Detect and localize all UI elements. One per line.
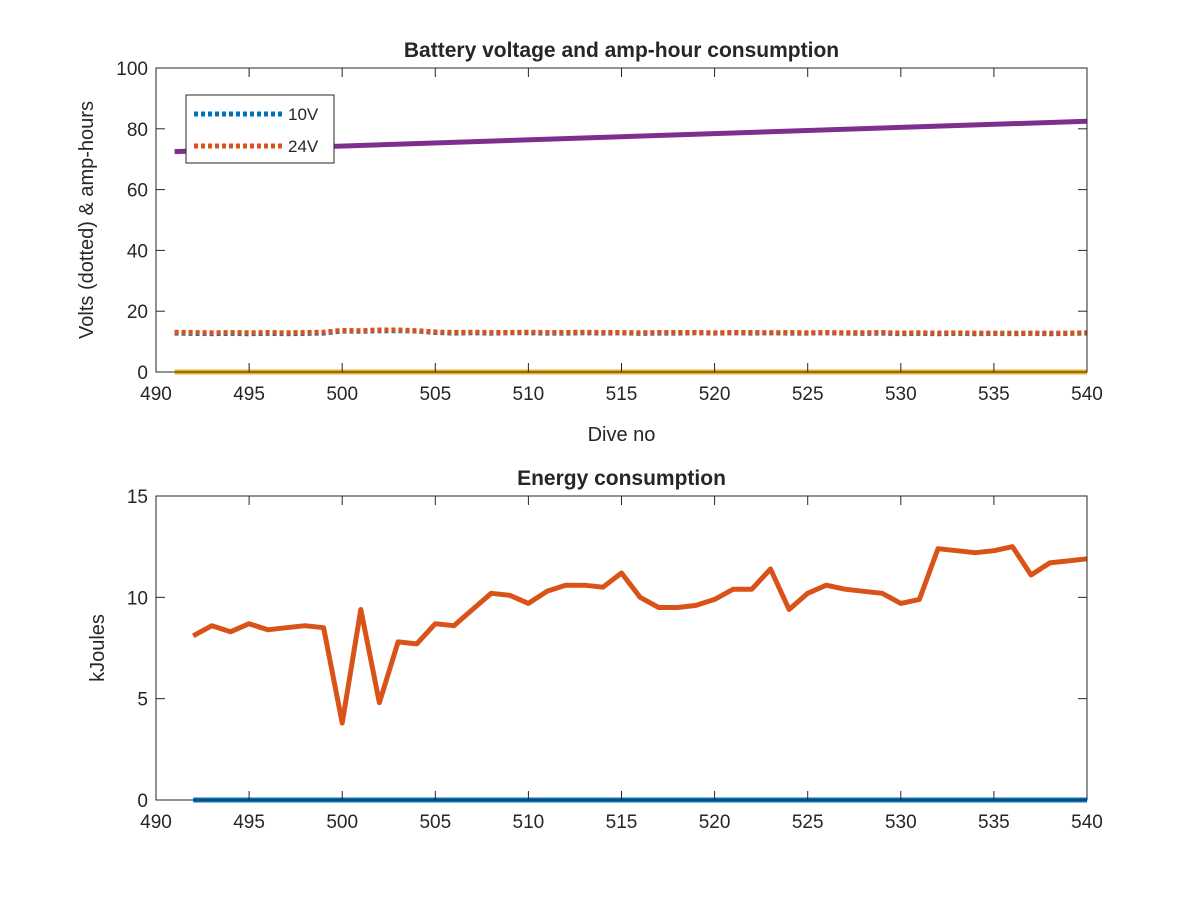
top-x-tick-label: 490 bbox=[140, 384, 172, 405]
top-chart-title: Battery voltage and amp-hour consumption bbox=[404, 39, 839, 62]
top-x-tick-label: 515 bbox=[606, 384, 638, 405]
top-y-tick-label: 20 bbox=[127, 302, 148, 323]
top-x-tick-label: 510 bbox=[513, 384, 545, 405]
top-x-tick-label: 505 bbox=[419, 384, 451, 405]
bottom-x-tick-label: 520 bbox=[699, 812, 731, 833]
top-x-tick-label: 520 bbox=[699, 384, 731, 405]
bottom-y-tick-label: 5 bbox=[137, 690, 148, 711]
bottom-x-tick-label: 490 bbox=[140, 812, 172, 833]
top-x-tick-label: 500 bbox=[326, 384, 358, 405]
top-y-tick-label: 0 bbox=[137, 363, 148, 384]
bottom-x-tick-label: 515 bbox=[606, 812, 638, 833]
bottom-x-tick-label: 510 bbox=[513, 812, 545, 833]
bottom-x-tick-label: 505 bbox=[419, 812, 451, 833]
top-x-tick-label: 530 bbox=[885, 384, 917, 405]
top-y-tick-label: 100 bbox=[116, 59, 148, 80]
bottom-y-tick-label: 15 bbox=[127, 487, 148, 508]
bottom-y-axis-label: kJoules bbox=[87, 614, 109, 682]
top-plot-box bbox=[155, 67, 1088, 373]
bottom-x-tick-label: 530 bbox=[885, 812, 917, 833]
bottom-x-tick-label: 525 bbox=[792, 812, 824, 833]
legend-box bbox=[185, 94, 335, 164]
top-x-tick-label: 540 bbox=[1071, 384, 1103, 405]
bottom-x-tick-label: 540 bbox=[1071, 812, 1103, 833]
bottom-plot-box bbox=[155, 495, 1088, 801]
top-x-tick-label: 525 bbox=[792, 384, 824, 405]
bottom-y-tick-label: 0 bbox=[137, 791, 148, 812]
top-x-axis-label: Dive no bbox=[588, 424, 656, 446]
top-y-tick-label: 60 bbox=[127, 181, 148, 202]
top-x-tick-label: 535 bbox=[978, 384, 1010, 405]
top-y-tick-label: 80 bbox=[127, 120, 148, 141]
top-x-tick-label: 495 bbox=[233, 384, 265, 405]
bottom-subplot: Energy consumption kJoules 490 495 500 505 5… bbox=[87, 467, 1103, 833]
top-axis-ticks: 490 495 500 505 510 515 520 525 530 535 540 0 20 40 60… bbox=[116, 59, 1103, 405]
top-y-tick-label: 40 bbox=[127, 241, 148, 262]
bottom-series-line-0 bbox=[192, 544, 1088, 726]
legend-label-10v: 10V bbox=[288, 105, 319, 124]
bottom-x-tick-label: 535 bbox=[978, 812, 1010, 833]
top-legend: 10V 24V bbox=[185, 94, 335, 164]
bottom-chart-title: Energy consumption bbox=[517, 467, 726, 490]
top-series-line-1 bbox=[174, 327, 1088, 336]
top-y-axis-label: Volts (dotted) & amp-hours bbox=[76, 101, 98, 339]
bottom-x-tick-label: 495 bbox=[233, 812, 265, 833]
top-subplot: Battery voltage and amp-hour consumption… bbox=[76, 39, 1103, 446]
bottom-x-tick-label: 500 bbox=[326, 812, 358, 833]
bottom-plot-area bbox=[156, 496, 1087, 800]
legend-label-24v: 24V bbox=[288, 137, 319, 156]
bottom-y-tick-label: 10 bbox=[127, 588, 148, 609]
